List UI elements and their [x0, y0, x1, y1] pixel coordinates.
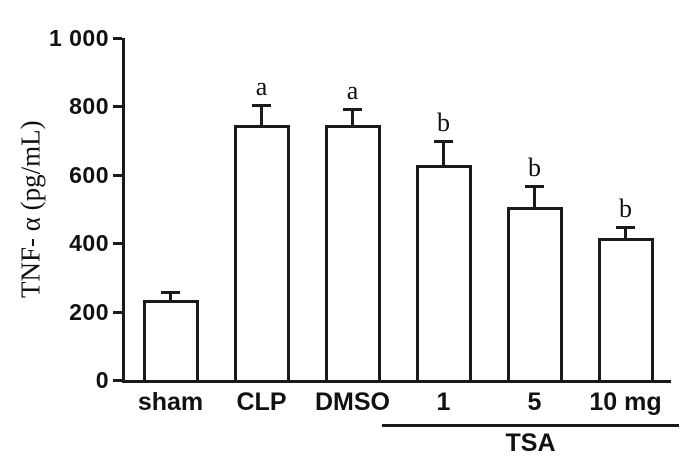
bar-clp: [233, 125, 290, 380]
y-tick-label: 200: [69, 298, 109, 325]
x-tick-label: sham: [137, 388, 204, 416]
error-bar-cap: [343, 107, 362, 111]
y-tick-label: 600: [69, 161, 109, 188]
x-tick-label: 10 mg: [589, 388, 662, 416]
y-tick-label: 800: [69, 93, 109, 120]
error-bar-line: [624, 227, 627, 241]
y-tick-mark: [113, 379, 122, 382]
error-bar-cap: [616, 225, 635, 229]
y-tick-label: 400: [69, 230, 109, 257]
error-bar-line: [169, 292, 172, 302]
y-tick-mark: [113, 105, 122, 109]
significance-letter: b: [437, 108, 450, 138]
tsa-group-label: TSA: [505, 429, 556, 457]
x-tick-label: 1: [436, 388, 451, 416]
tsa-group-underline: [382, 424, 679, 427]
error-bar-line: [442, 142, 445, 167]
y-tick-mark: [113, 242, 122, 246]
y-axis-label: TNF- α (pg/mL): [15, 120, 46, 298]
x-tick-label: DMSO: [315, 388, 390, 416]
x-tick-label: CLP: [236, 388, 287, 416]
bar-sham: [142, 299, 199, 380]
bar-10-mg: [597, 238, 654, 380]
plot-area: a a b b b: [122, 38, 671, 383]
error-bar-cap: [434, 140, 453, 144]
y-tick-label: 1 000: [48, 25, 109, 51]
significance-letter: a: [346, 75, 359, 105]
error-bar-line: [260, 106, 263, 128]
error-bar-cap: [252, 104, 271, 108]
error-bar-cap: [525, 184, 544, 188]
y-tick-mark: [113, 37, 122, 40]
bar-1: [415, 164, 472, 380]
y-tick-label: 0: [95, 367, 109, 393]
bar-5: [506, 207, 563, 380]
x-tick-label: 5: [527, 388, 542, 416]
significance-letter: b: [528, 152, 541, 182]
bar-dmso: [324, 125, 381, 380]
significance-letter: a: [255, 72, 268, 102]
error-bar-cap: [161, 290, 180, 294]
y-tick-mark: [113, 310, 122, 314]
y-tick-mark: [113, 173, 122, 177]
error-bar-line: [533, 186, 536, 210]
error-bar-line: [351, 109, 354, 128]
significance-letter: b: [619, 193, 632, 223]
